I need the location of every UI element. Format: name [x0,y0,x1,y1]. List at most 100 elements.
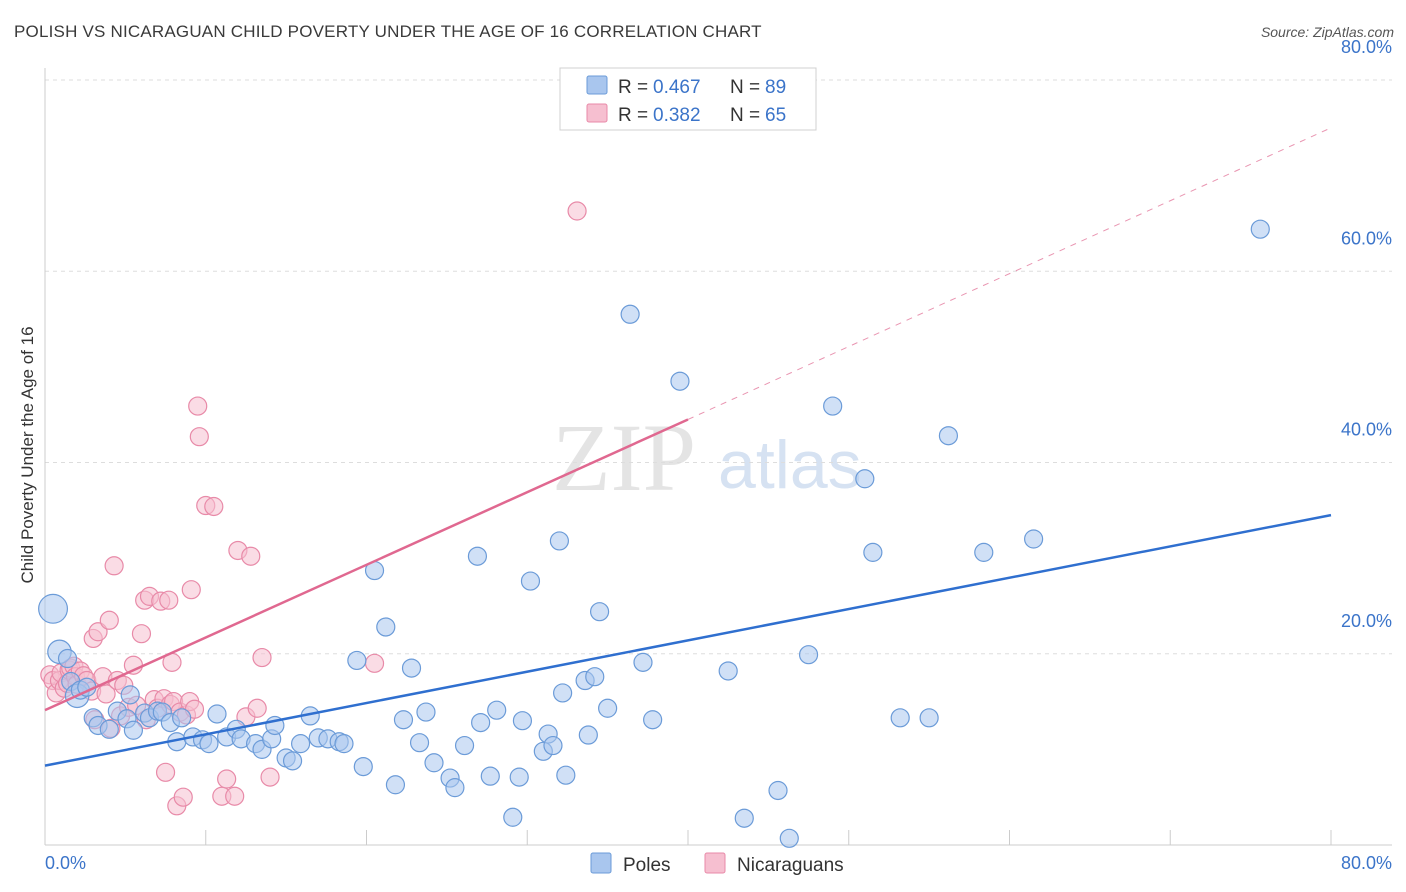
poles-point [454,735,475,756]
y-tick-label: 20.0% [1341,611,1392,631]
source-label: Source: ZipAtlas.com [1260,24,1394,40]
nicaraguans-point [159,590,179,610]
legend-n-label-poles: N = [730,77,760,98]
y-axis-label: Child Poverty Under the Age of 16 [18,326,37,583]
y-tick-label: 80.0% [1341,37,1392,57]
poles-point [120,685,140,705]
trend-lines [44,127,1332,767]
poles-point [487,700,507,720]
poles-point [643,710,663,730]
poles-point [347,650,367,671]
poles-point [38,593,69,624]
nicaraguans-point [99,610,119,630]
poles-point [798,645,819,665]
poles-point [585,667,605,687]
poles-point [598,698,618,718]
poles-point [670,371,690,391]
bottom-legend-poles: Poles [623,855,671,876]
gridlines [45,79,1392,655]
poles-point [393,710,414,730]
legend-r-label-nicaraguans: R = [618,105,648,126]
x-tick-label-min: 0.0% [45,853,86,873]
nicaraguans-point [260,767,280,787]
nicaraguans-point [155,762,176,782]
poles-point [282,751,303,771]
poles-point [589,602,610,622]
nicaraguans-trend-line [44,418,689,712]
poles-point [520,571,541,591]
poles-point [416,702,436,722]
y-tick-label: 60.0% [1341,228,1392,248]
watermark-atlas: atlas [718,427,862,503]
poles-point [855,469,875,489]
y-tick-labels: 20.0% 40.0% 60.0% 80.0% [1341,37,1392,631]
poles-point [409,733,430,753]
poles-point [401,658,422,678]
poles-point [445,778,465,798]
poles-point [207,704,227,724]
poles-point [424,753,444,773]
poles-point [549,531,570,551]
nicaraguans-point [217,769,237,789]
nicaraguans-point [104,556,124,576]
poles-point [334,734,354,754]
nicaraguans-point [204,496,224,517]
poles-point [919,708,939,728]
poles-point [471,712,491,733]
poles-point [353,756,373,777]
axes [44,68,1392,846]
legend-r-value-nicaraguans: 0.382 [653,105,701,126]
nicaraguans-point [189,427,209,447]
nicaraguans-point [252,647,272,668]
poles-point [718,661,738,681]
legend-r-label-poles: R = [618,77,648,98]
poles-point [823,396,843,416]
nicaraguans-point [96,684,116,704]
poles-point [172,708,192,728]
nicaraguans-point [88,622,108,642]
poles-point [556,765,576,785]
bottom-legend-swatch-poles [590,852,612,874]
poles-point [480,766,500,786]
poles-point [503,807,523,827]
poles-point [543,735,563,756]
poles-point [123,720,144,740]
legend-n-value-poles: 89 [765,77,786,98]
poles-point [467,546,488,566]
poles-point [633,652,653,672]
y-tick-label: 40.0% [1341,420,1392,440]
x-ticks [44,830,1332,845]
bottom-legend-swatch-nicaraguans [704,852,726,874]
poles-point [553,683,573,703]
nicaraguans-point [364,653,385,673]
poles-point [509,767,529,787]
poles-point [290,734,311,754]
poles-points [38,219,1270,848]
poles-point [974,542,994,562]
nicaraguans-trend-extension [687,127,1332,420]
poles-point [376,617,396,637]
chart-title: POLISH VS NICARAGUAN CHILD POVERTY UNDER… [14,22,762,41]
nicaraguans-point [173,787,193,807]
legend-n-value-nicaraguans: 65 [765,105,786,126]
nicaraguans-point [181,580,201,600]
series-legend: Poles Nicaraguans [590,852,844,876]
poles-point [512,711,533,731]
bottom-legend-nicaraguans: Nicaraguans [737,855,844,876]
poles-point [768,780,788,801]
legend-n-label-nicaraguans: N = [730,105,760,126]
poles-point [620,304,640,324]
nicaraguans-point [567,201,587,221]
watermark-zip: ZIP [552,404,696,511]
poles-point [734,808,754,828]
nicaraguans-point [225,786,245,806]
poles-point [863,542,883,562]
nicaraguans-point [131,624,152,644]
legend-swatch-nicaraguans [586,103,608,123]
poles-point [890,708,910,728]
legend-r-value-poles: 0.467 [653,77,701,98]
legend-swatch-poles [586,75,608,95]
poles-point [57,648,78,669]
x-tick-label-max: 80.0% [1341,853,1392,873]
